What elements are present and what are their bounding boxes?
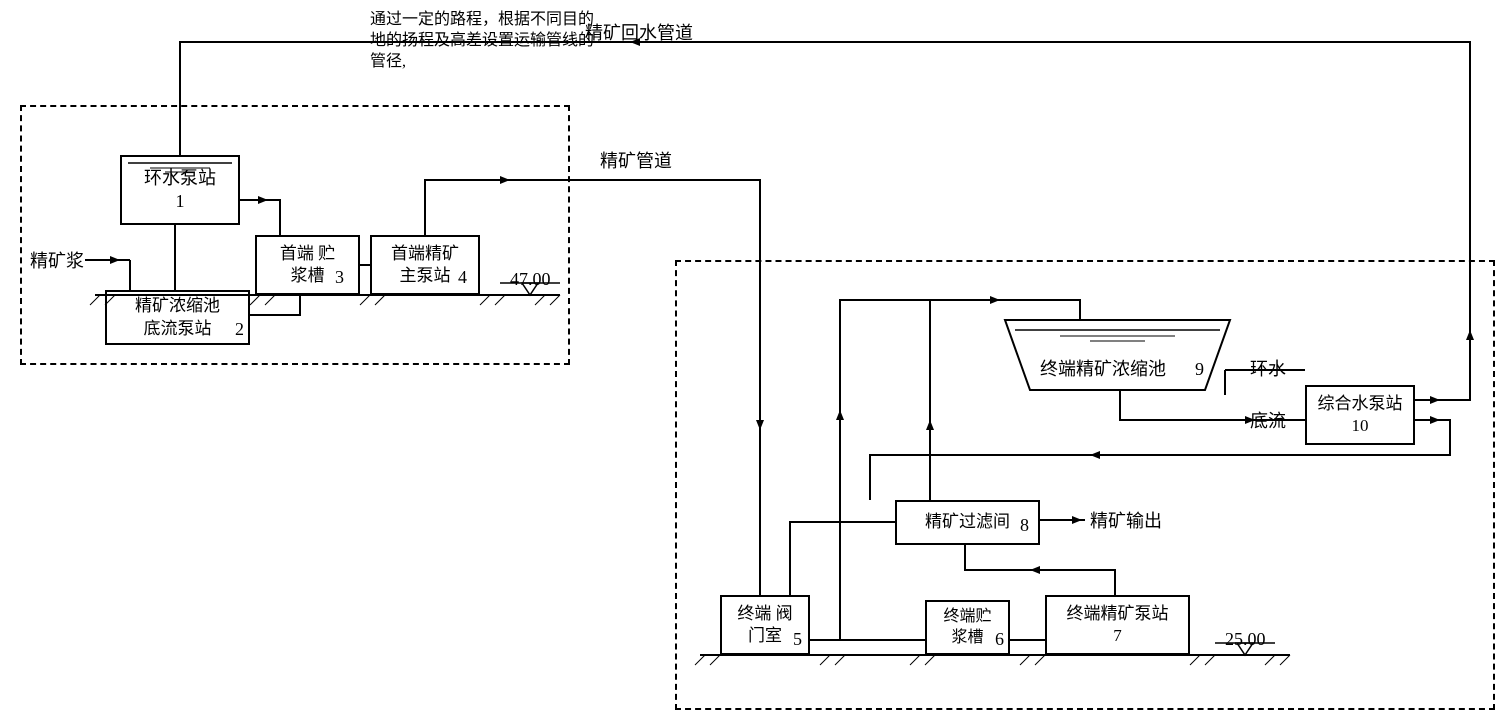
box-head-slurry-tank: 首端 贮 浆槽 (255, 235, 360, 295)
label-ring-water: 环水 (1250, 358, 1286, 381)
box-7-num: 7 (1113, 625, 1122, 647)
box-9-name: 终端精矿浓缩池 (1040, 358, 1166, 381)
box-filter-room: 精矿过滤间 (895, 500, 1040, 545)
box-8-num: 8 (1020, 514, 1029, 537)
box-2-name: 精矿浓缩池 底流泵站 (135, 295, 220, 339)
label-slurry-in: 精矿浆 (30, 250, 84, 273)
box-6-name: 终端贮 浆槽 (943, 607, 991, 649)
box-1-name: 环水泵站 (144, 167, 216, 190)
box-ring-pump-station: 环水泵站 1 (120, 155, 240, 225)
label-underflow: 底流 (1250, 410, 1286, 433)
box-5-num: 5 (793, 628, 802, 651)
box-4-num: 4 (458, 266, 467, 289)
label-elevation-2: 25.00 (1225, 628, 1266, 651)
box-8-name: 精矿过滤间 (925, 511, 1010, 533)
box-terminal-pump-station: 终端精矿泵站 7 (1045, 595, 1190, 655)
label-output: 精矿输出 (1090, 510, 1162, 533)
box-combined-pump-station: 综合水泵站 10 (1305, 385, 1415, 445)
box-6-num: 6 (995, 628, 1004, 651)
box-4-name: 首端精矿 主泵站 (391, 243, 459, 287)
box-9-num: 9 (1195, 358, 1204, 381)
box-5-name: 终端 阀 门室 (737, 603, 792, 647)
note-text: 通过一定的路程，根据不同目的 地的扬程及高差设置运输管线的 管径, (370, 10, 594, 72)
label-concentrate-pipe: 精矿管道 (600, 150, 672, 173)
box-thickener-underflow-pump: 精矿浓缩池 底流泵站 (105, 290, 250, 345)
box-3-num: 3 (335, 266, 344, 289)
label-return-pipe: 精矿回水管道 (585, 22, 693, 45)
box-2-num: 2 (235, 318, 244, 341)
box-10-num: 10 (1352, 415, 1369, 437)
box-3-name: 首端 贮 浆槽 (280, 243, 335, 287)
box-7-name: 终端精矿泵站 (1067, 603, 1169, 625)
box-10-name: 综合水泵站 (1318, 393, 1403, 415)
label-elevation-1: 47.00 (510, 268, 551, 291)
box-1-num: 1 (176, 190, 185, 213)
